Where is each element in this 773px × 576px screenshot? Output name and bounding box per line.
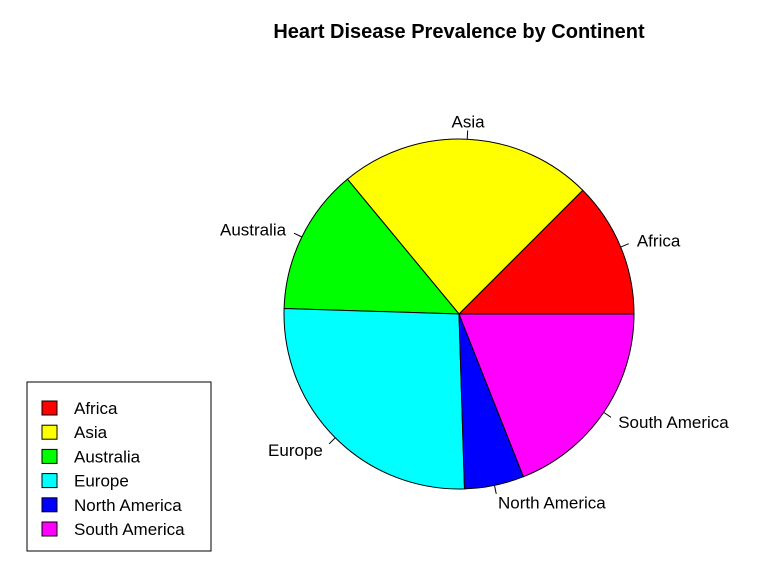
legend-swatch-south-america — [41, 521, 58, 537]
pie-slice-africa — [457, 189, 635, 315]
slice-label-north-america: North America — [498, 494, 606, 513]
slice-label-europe: Europe — [268, 441, 323, 460]
legend-label-australia: Australia — [74, 447, 141, 466]
label-tick-north-america — [494, 485, 497, 495]
label-tick-australia — [293, 232, 303, 238]
legend-swatch-north-america — [41, 497, 58, 513]
label-tick-africa — [620, 243, 629, 248]
pie-slice-europe — [283, 307, 466, 490]
label-tick-south-america — [603, 411, 612, 418]
slice-label-africa: Africa — [637, 231, 681, 250]
legend-label-south-america: South America — [74, 520, 185, 539]
legend: Africa Asia Australia Europe North America So… — [26, 381, 212, 552]
label-tick-europe — [328, 437, 336, 445]
legend-swatch-asia — [41, 424, 58, 440]
legend-label-north-america: North America — [74, 496, 182, 515]
pie-slices — [283, 138, 635, 490]
pie-slice-asia — [346, 138, 584, 315]
pie-slice-south-america — [458, 313, 635, 478]
slice-label-asia: Asia — [452, 113, 486, 132]
legend-label-europe: Europe — [74, 472, 129, 491]
legend-swatch-europe — [41, 473, 58, 489]
legend-label-asia: Asia — [74, 423, 108, 442]
slice-label-australia: Australia — [220, 220, 287, 239]
legend-label-africa: Africa — [74, 399, 118, 418]
pie-labels: Africa Asia Australia Europe North America So… — [220, 113, 729, 513]
legend-swatch-africa — [41, 400, 58, 416]
slice-label-south-america: South America — [618, 413, 729, 432]
chart-title: Heart Disease Prevalence by Continent — [273, 21, 645, 43]
legend-box — [26, 381, 212, 552]
legend-swatch-australia — [41, 448, 58, 464]
